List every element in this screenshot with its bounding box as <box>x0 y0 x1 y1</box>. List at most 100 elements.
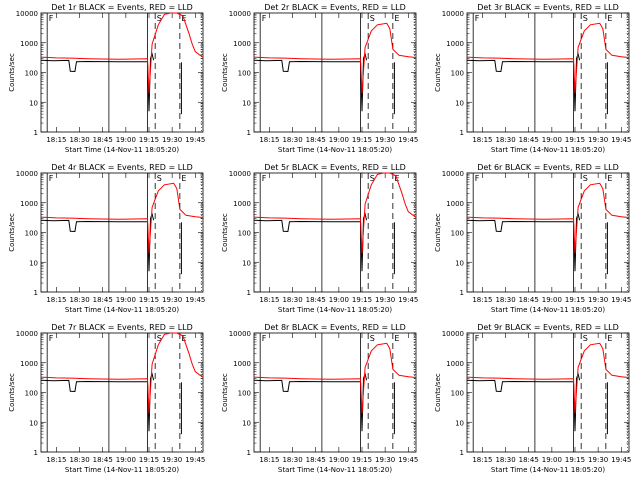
events-line <box>40 52 155 112</box>
marker-label: S <box>370 14 375 23</box>
y-tick-label: 1000 <box>233 40 251 48</box>
panel-6: Det 6r BLACK = Events, RED = LLD 1 10 100 10… <box>434 163 631 314</box>
y-tick-label: 1 <box>34 449 38 457</box>
y-tick-label: 10 <box>29 99 38 107</box>
marker-label: F <box>475 334 480 343</box>
x-tick-label: 18:45 <box>519 136 539 144</box>
panel-1: Det 1r BLACK = Events, RED = LLD 1 10 100 10… <box>8 3 205 154</box>
x-tick-label: 19:30 <box>375 136 395 144</box>
events-line <box>466 212 581 272</box>
y-tick-label: 10000 <box>442 10 464 18</box>
chart-title: Det 3r BLACK = Events, RED = LLD <box>477 3 619 12</box>
x-tick-label: 19:00 <box>116 456 136 464</box>
marker-label: S <box>157 174 162 183</box>
plot-frame <box>40 332 204 453</box>
y-tick-label: 100 <box>451 390 464 398</box>
marker-label: F <box>262 14 267 23</box>
x-tick-label: 19:15 <box>139 456 159 464</box>
y-tick-label: 10000 <box>229 10 251 18</box>
y-tick-label: 1 <box>34 289 38 297</box>
y-tick-label: 1 <box>247 129 251 137</box>
y-tick-label: 1 <box>460 449 464 457</box>
x-tick-label: 19:45 <box>611 456 631 464</box>
y-axis-label: Counts/sec <box>8 53 16 92</box>
x-tick-label: 18:15 <box>46 456 66 464</box>
chart-title: Det 6r BLACK = Events, RED = LLD <box>477 163 619 172</box>
x-tick-label: 19:30 <box>162 456 182 464</box>
y-tick-label: 1000 <box>446 360 464 368</box>
marker-label: S <box>583 174 588 183</box>
marker-label: F <box>49 334 54 343</box>
x-tick-label: 19:00 <box>542 136 562 144</box>
x-tick-label: 19:00 <box>116 296 136 304</box>
x-tick-label: 18:45 <box>519 296 539 304</box>
x-tick-label: 18:15 <box>472 136 492 144</box>
y-tick-label: 1 <box>460 129 464 137</box>
y-axis-label: Counts/sec <box>8 213 16 252</box>
x-axis-label: Start Time (14-Nov-11 18:05:20) <box>278 306 392 314</box>
y-tick-label: 1000 <box>446 200 464 208</box>
y-tick-label: 1000 <box>233 200 251 208</box>
x-tick-label: 19:30 <box>588 136 608 144</box>
y-axis-label: Counts/sec <box>221 373 229 412</box>
chart-title: Det 2r BLACK = Events, RED = LLD <box>264 3 406 12</box>
lld-line <box>466 22 630 94</box>
x-tick-label: 18:45 <box>93 296 113 304</box>
x-tick-label: 19:15 <box>139 136 159 144</box>
y-tick-label: 1000 <box>233 360 251 368</box>
plot-frame <box>466 12 630 133</box>
y-tick-label: 100 <box>25 230 38 238</box>
x-tick-label: 19:00 <box>116 136 136 144</box>
x-tick-label: 19:15 <box>352 136 372 144</box>
x-tick-label: 19:15 <box>139 296 159 304</box>
y-tick-label: 10 <box>242 259 251 267</box>
plot-frame <box>253 332 417 453</box>
panel-5: Det 5r BLACK = Events, RED = LLD 1 10 100 10… <box>221 163 418 314</box>
x-tick-label: 19:45 <box>398 296 418 304</box>
x-tick-label: 18:45 <box>306 456 326 464</box>
lld-line <box>40 182 204 254</box>
y-axis-label: Counts/sec <box>434 213 442 252</box>
lld-line <box>40 12 204 94</box>
chart-title: Det 7r BLACK = Events, RED = LLD <box>51 323 193 332</box>
x-tick-label: 19:00 <box>329 456 349 464</box>
lld-line <box>253 22 417 94</box>
x-tick-label: 19:30 <box>375 296 395 304</box>
x-axis-label: Start Time (14-Nov-11 18:05:20) <box>491 146 605 154</box>
lld-line <box>253 172 417 254</box>
x-tick-label: 19:15 <box>565 296 585 304</box>
x-tick-label: 19:45 <box>611 136 631 144</box>
y-tick-label: 1000 <box>20 360 38 368</box>
y-axis-label: Counts/sec <box>434 53 442 92</box>
y-tick-label: 100 <box>238 390 251 398</box>
x-tick-label: 19:45 <box>185 136 205 144</box>
panel-9: Det 9r BLACK = Events, RED = LLD 1 10 100 10… <box>434 323 631 474</box>
x-tick-label: 18:45 <box>519 456 539 464</box>
y-tick-label: 10000 <box>16 10 38 18</box>
marker-label: F <box>49 174 54 183</box>
x-tick-label: 19:00 <box>329 136 349 144</box>
plot-frame <box>253 12 417 133</box>
y-tick-label: 10000 <box>442 330 464 338</box>
y-tick-label: 10000 <box>16 170 38 178</box>
events-line <box>253 212 368 272</box>
y-tick-label: 10 <box>455 259 464 267</box>
lld-line <box>466 182 630 254</box>
plot-frame <box>466 332 630 453</box>
x-tick-label: 18:15 <box>259 136 279 144</box>
marker-label: E <box>394 334 399 343</box>
y-tick-label: 10000 <box>16 330 38 338</box>
y-tick-label: 100 <box>238 230 251 238</box>
x-tick-label: 18:45 <box>306 296 326 304</box>
x-axis-label: Start Time (14-Nov-11 18:05:20) <box>491 466 605 474</box>
events-line <box>40 212 155 272</box>
x-tick-label: 19:00 <box>329 296 349 304</box>
y-tick-label: 10 <box>455 419 464 427</box>
chart-title: Det 4r BLACK = Events, RED = LLD <box>51 163 193 172</box>
x-tick-label: 18:15 <box>259 296 279 304</box>
y-tick-label: 100 <box>451 70 464 78</box>
x-tick-label: 19:00 <box>542 296 562 304</box>
y-tick-label: 10 <box>455 99 464 107</box>
y-tick-label: 10000 <box>229 170 251 178</box>
